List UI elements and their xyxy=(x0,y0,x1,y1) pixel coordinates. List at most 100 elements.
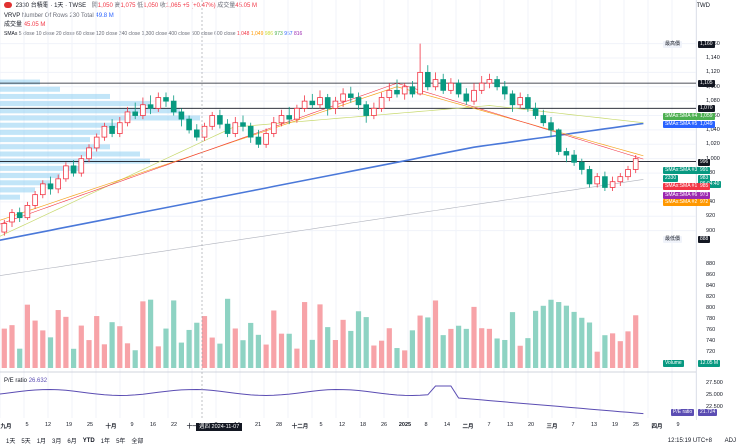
time-axis-label: 9 xyxy=(130,422,134,428)
volume-bar xyxy=(440,335,446,368)
volume-bar xyxy=(363,317,369,368)
volume-bar xyxy=(325,327,331,368)
volume-bar xyxy=(448,328,454,368)
candle-body xyxy=(594,176,600,185)
candle-body xyxy=(571,154,577,163)
volume-bar xyxy=(294,348,300,368)
clock-time[interactable]: 12:15:19 UTC+8 xyxy=(667,437,712,444)
time-axis-label: 7 xyxy=(571,422,575,428)
range-button-0[interactable]: 1天 xyxy=(6,439,16,445)
range-button-1[interactable]: 5天 xyxy=(21,439,31,445)
time-axis-label: 二月 xyxy=(462,424,474,430)
price-tag-value: 1,160 xyxy=(698,40,715,48)
price-axis-label: 900 xyxy=(706,227,716,234)
volume-bar xyxy=(148,299,154,368)
price-tag-label: 最高價 xyxy=(663,40,683,48)
currency-label[interactable]: TWD xyxy=(696,3,710,9)
price-tag-value: 1,059 xyxy=(698,113,715,121)
price-tag-value: 972 xyxy=(698,198,711,206)
volume-bar xyxy=(32,320,38,368)
price-chart[interactable] xyxy=(0,0,696,420)
time-axis-label: 5 xyxy=(25,422,29,428)
volume-bar xyxy=(225,298,231,368)
range-button-5[interactable]: YTD xyxy=(82,437,95,444)
price-tag-label: 最低價 xyxy=(663,236,683,244)
volume-profile-bar xyxy=(0,129,100,135)
volume-bar xyxy=(625,331,631,368)
price-axis-label: 920 xyxy=(706,213,716,220)
symbol-exchange: TWSE xyxy=(68,3,87,9)
crosshair-date-label: 週四 2024-11-07 xyxy=(196,423,243,431)
candle-body xyxy=(417,71,423,95)
candle-body xyxy=(16,212,23,219)
price-axis[interactable]: 1,1601,1401,1201,1001,0801,0601,0401,020… xyxy=(663,0,740,420)
time-axis-label: 十二月 xyxy=(291,424,309,430)
candle-body xyxy=(170,100,177,113)
pe-value: 26.632 xyxy=(28,378,48,384)
volume-bar xyxy=(602,335,608,368)
time-axis-label: 9 xyxy=(676,422,680,428)
adj-toggle[interactable]: ADJ xyxy=(724,437,736,444)
volume-profile-bar xyxy=(0,165,80,171)
price-axis-label: 720 xyxy=(706,349,716,355)
volume-bar xyxy=(24,304,30,368)
range-button-6[interactable]: 1年 xyxy=(100,439,111,445)
volume-legend[interactable]: 成交量 45.05 M xyxy=(4,21,45,29)
volume-bar xyxy=(571,311,577,368)
volume-bar xyxy=(124,343,131,368)
candle-body xyxy=(486,79,493,84)
volume-bar xyxy=(117,326,123,368)
range-button-8[interactable]: 全部 xyxy=(131,439,144,445)
volume-bar xyxy=(255,334,261,368)
range-button-4[interactable]: 6月 xyxy=(67,439,77,445)
candle-body xyxy=(255,136,262,145)
symbol-legend[interactable]: 2330 台積電 · 1天 · TWSE 開1,050 高1,075 低1,05… xyxy=(4,2,257,10)
time-axis-label: 12 xyxy=(44,422,52,428)
price-axis-label: 1,120 xyxy=(706,69,720,76)
time-axis-label: 28 xyxy=(275,422,283,428)
time-axis-label: 13 xyxy=(506,422,514,428)
volume-bar xyxy=(155,346,161,368)
time-axis-label: 18 xyxy=(359,422,367,428)
ohlc-high: 1,075 xyxy=(120,3,136,9)
volume-bar xyxy=(471,306,477,368)
time-axis[interactable]: 九月5121925十月91622十一月8142128十二月51218262025… xyxy=(0,420,696,430)
time-axis-label: 8 xyxy=(424,422,428,428)
volume-bar xyxy=(533,310,539,368)
volume-bar xyxy=(525,338,531,368)
candle-body xyxy=(263,133,269,145)
range-button-3[interactable]: 3月 xyxy=(52,439,62,445)
vrvp-legend[interactable]: VRVP Number Of Rows 230 Total 49.8 M xyxy=(4,12,114,20)
volume-bar xyxy=(579,317,585,368)
volume-bar xyxy=(194,322,200,368)
volume-bar xyxy=(517,345,523,368)
volume-bar xyxy=(355,311,362,368)
range-button-2[interactable]: 1月 xyxy=(36,439,47,445)
pe-legend[interactable]: P/E ratio 26.632 xyxy=(4,377,47,385)
candle-body xyxy=(24,205,31,219)
candle-body xyxy=(93,136,100,149)
candle-body xyxy=(317,97,323,106)
candle-body xyxy=(286,115,292,120)
volume-bar xyxy=(94,316,100,368)
sma-value-6: 816 xyxy=(293,31,303,37)
candle-body xyxy=(117,122,123,134)
price-tag-value: 985 xyxy=(698,183,711,191)
candle-body xyxy=(532,107,539,116)
pe-axis-label: 22.500 xyxy=(706,404,723,410)
time-axis-label: 25 xyxy=(86,422,94,428)
candle-body xyxy=(548,122,554,131)
volume-bar xyxy=(371,345,377,368)
volume-bar xyxy=(109,322,115,368)
vol-value: 45.05 M xyxy=(23,22,46,28)
symbol-name: 台積電 xyxy=(30,3,49,9)
pe-axis-label: 25.000 xyxy=(706,392,723,398)
volume-bar xyxy=(132,350,138,368)
volume-bar xyxy=(402,350,408,368)
pe-tag-label: P/E ratio xyxy=(671,409,695,416)
candle-body xyxy=(40,183,46,196)
range-button-7[interactable]: 5年 xyxy=(116,439,126,445)
time-axis-label: 2025 xyxy=(398,422,412,428)
volume-bar xyxy=(171,300,177,368)
candle-body xyxy=(509,93,516,106)
